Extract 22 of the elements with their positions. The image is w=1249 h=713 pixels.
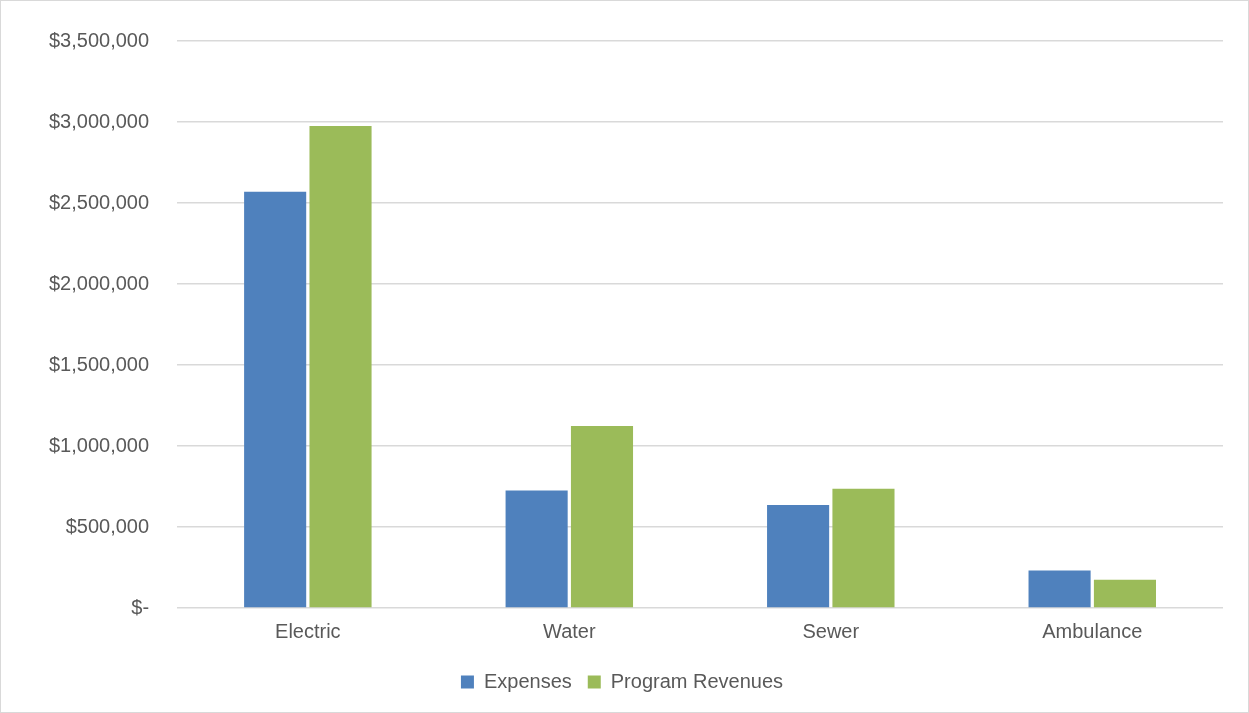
bar <box>244 191 307 608</box>
legend-label: Program Revenues <box>610 669 784 692</box>
bar <box>1028 570 1091 608</box>
x-tick-label: Sewer <box>802 619 860 642</box>
y-tick-label: $3,000,000 <box>48 109 150 132</box>
legend-label: Expenses <box>483 669 572 692</box>
y-tick-label: $2,000,000 <box>48 271 150 294</box>
y-tick-label: $500,000 <box>65 514 150 537</box>
bar <box>1093 579 1156 608</box>
bar <box>309 126 372 608</box>
y-tick-label: $- <box>131 595 150 618</box>
bar <box>832 488 895 608</box>
bar <box>505 490 568 608</box>
bar <box>570 426 634 608</box>
x-tick-label: Water <box>543 619 596 642</box>
y-tick-label: $1,500,000 <box>48 352 150 375</box>
x-tick-label: Electric <box>275 619 341 642</box>
bar <box>767 504 830 608</box>
x-tick-label: Ambulance <box>1042 619 1143 642</box>
y-tick-label: $3,500,000 <box>48 28 150 51</box>
y-tick-label: $1,000,000 <box>48 433 150 456</box>
y-tick-label: $2,500,000 <box>48 190 150 213</box>
